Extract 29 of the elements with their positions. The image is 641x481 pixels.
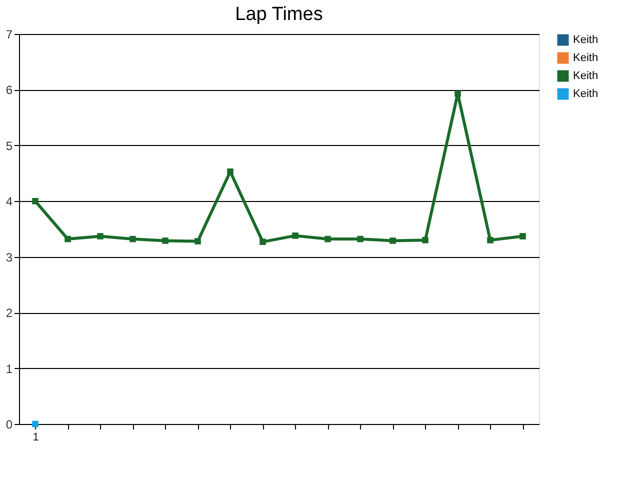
point	[32, 198, 38, 204]
point	[194, 238, 201, 244]
point	[64, 236, 71, 242]
y-tick-label: 4	[6, 194, 13, 209]
legend-label: Keith	[573, 52, 598, 64]
y-tick-label: 1	[6, 362, 13, 376]
point	[97, 233, 104, 240]
y-tick-label: 7	[6, 28, 13, 42]
y-tick-label: 6	[6, 83, 13, 98]
point	[357, 236, 364, 242]
point	[227, 168, 234, 175]
point	[324, 236, 331, 242]
point	[260, 238, 266, 245]
y-tick-label: 3	[6, 250, 13, 264]
point	[422, 236, 428, 244]
chart-title: Lap Times	[235, 4, 323, 25]
legend-label: Keith	[573, 70, 598, 82]
point	[454, 90, 461, 97]
point	[520, 233, 526, 240]
legend-label: Keith	[573, 34, 598, 46]
y-tick-label: 2	[6, 306, 13, 320]
point	[162, 238, 168, 244]
point	[487, 236, 494, 244]
point	[292, 232, 298, 239]
y-tick-label: 0	[6, 418, 13, 432]
point	[130, 236, 136, 242]
point	[390, 238, 396, 244]
legend-label: Keith	[573, 88, 598, 100]
y-tick-label: 5	[6, 138, 13, 153]
